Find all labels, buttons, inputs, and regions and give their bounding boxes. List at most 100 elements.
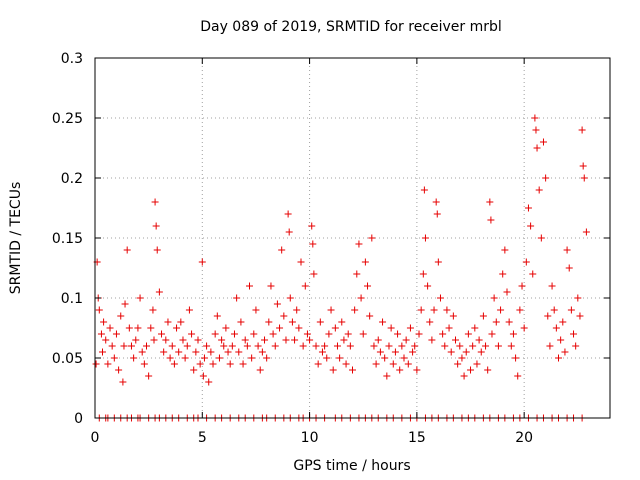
data-point xyxy=(207,348,215,356)
data-point xyxy=(503,288,511,296)
data-point xyxy=(160,348,168,356)
data-point xyxy=(462,348,470,356)
data-point xyxy=(200,354,208,362)
data-point xyxy=(143,342,150,350)
data-point xyxy=(385,342,393,350)
data-point xyxy=(99,348,107,356)
data-point xyxy=(325,330,333,338)
data-point xyxy=(357,294,365,302)
data-point xyxy=(188,330,196,338)
data-point xyxy=(413,366,421,374)
data-point xyxy=(565,264,573,272)
data-point xyxy=(237,318,245,326)
data-point xyxy=(235,348,243,356)
data-point xyxy=(456,342,464,350)
data-point xyxy=(441,342,449,350)
data-point xyxy=(145,372,153,380)
x-tick-label: 20 xyxy=(515,430,533,446)
data-point xyxy=(181,354,189,362)
data-point xyxy=(155,288,163,296)
data-point xyxy=(336,354,344,362)
data-points xyxy=(92,114,590,422)
y-tick-label: 0 xyxy=(74,411,83,427)
data-point xyxy=(458,354,466,362)
data-point xyxy=(203,342,211,350)
data-point xyxy=(346,342,354,350)
data-point xyxy=(542,174,550,182)
data-point xyxy=(544,312,552,320)
data-point xyxy=(269,330,277,338)
data-point xyxy=(580,174,588,182)
data-point xyxy=(417,306,425,314)
data-point xyxy=(561,348,569,356)
data-point xyxy=(402,336,410,344)
data-point xyxy=(280,312,288,320)
data-point xyxy=(252,306,260,314)
data-point xyxy=(411,342,419,350)
data-point xyxy=(134,324,142,332)
data-point xyxy=(170,360,178,368)
data-point xyxy=(415,330,423,338)
data-point xyxy=(250,330,258,338)
data-point xyxy=(108,342,116,350)
data-point xyxy=(430,306,438,314)
data-point xyxy=(514,372,522,380)
data-point xyxy=(559,318,567,326)
data-point xyxy=(563,246,571,254)
data-point xyxy=(398,342,406,350)
data-point xyxy=(104,360,112,368)
data-point xyxy=(310,270,318,278)
y-tick-label: 0.2 xyxy=(61,171,83,187)
data-point xyxy=(106,324,114,332)
data-point xyxy=(433,210,441,218)
data-point xyxy=(152,222,160,230)
data-point xyxy=(261,336,269,344)
data-point xyxy=(246,282,253,290)
data-point xyxy=(158,330,166,338)
data-point xyxy=(518,282,526,290)
data-point xyxy=(278,246,286,254)
data-point xyxy=(286,294,294,302)
data-point xyxy=(443,306,451,314)
data-point xyxy=(342,360,350,368)
data-point xyxy=(426,318,434,326)
data-point xyxy=(164,318,172,326)
data-point xyxy=(535,186,543,194)
data-point xyxy=(147,324,155,332)
x-axis-label: GPS time / hours xyxy=(293,458,410,474)
data-point xyxy=(329,366,337,374)
data-point xyxy=(110,354,118,362)
data-point xyxy=(507,342,515,350)
data-point xyxy=(263,354,271,362)
data-point xyxy=(267,282,275,290)
data-point xyxy=(524,204,532,212)
data-point xyxy=(400,354,408,362)
data-point xyxy=(520,324,528,332)
data-point xyxy=(488,330,496,338)
data-point xyxy=(318,348,326,356)
data-point xyxy=(327,306,335,314)
data-point xyxy=(196,360,204,368)
data-point xyxy=(97,330,105,338)
data-point xyxy=(486,198,494,206)
y-tick-label: 0.15 xyxy=(52,231,83,247)
data-point xyxy=(293,306,301,314)
data-point xyxy=(522,258,530,266)
data-point xyxy=(233,294,241,302)
data-point xyxy=(494,342,502,350)
data-point xyxy=(424,282,432,290)
data-point xyxy=(532,126,540,134)
data-point xyxy=(391,348,399,356)
data-point xyxy=(179,336,187,344)
data-point xyxy=(183,342,191,350)
data-point xyxy=(421,234,429,242)
data-point xyxy=(211,330,219,338)
data-point xyxy=(218,336,226,344)
data-point xyxy=(95,306,103,314)
chart-title: Day 089 of 2019, SRMTID for receiver mrb… xyxy=(200,19,502,35)
data-point xyxy=(140,360,148,368)
data-point xyxy=(230,330,238,338)
data-point xyxy=(175,348,183,356)
data-point xyxy=(150,336,158,344)
data-point xyxy=(258,348,266,356)
